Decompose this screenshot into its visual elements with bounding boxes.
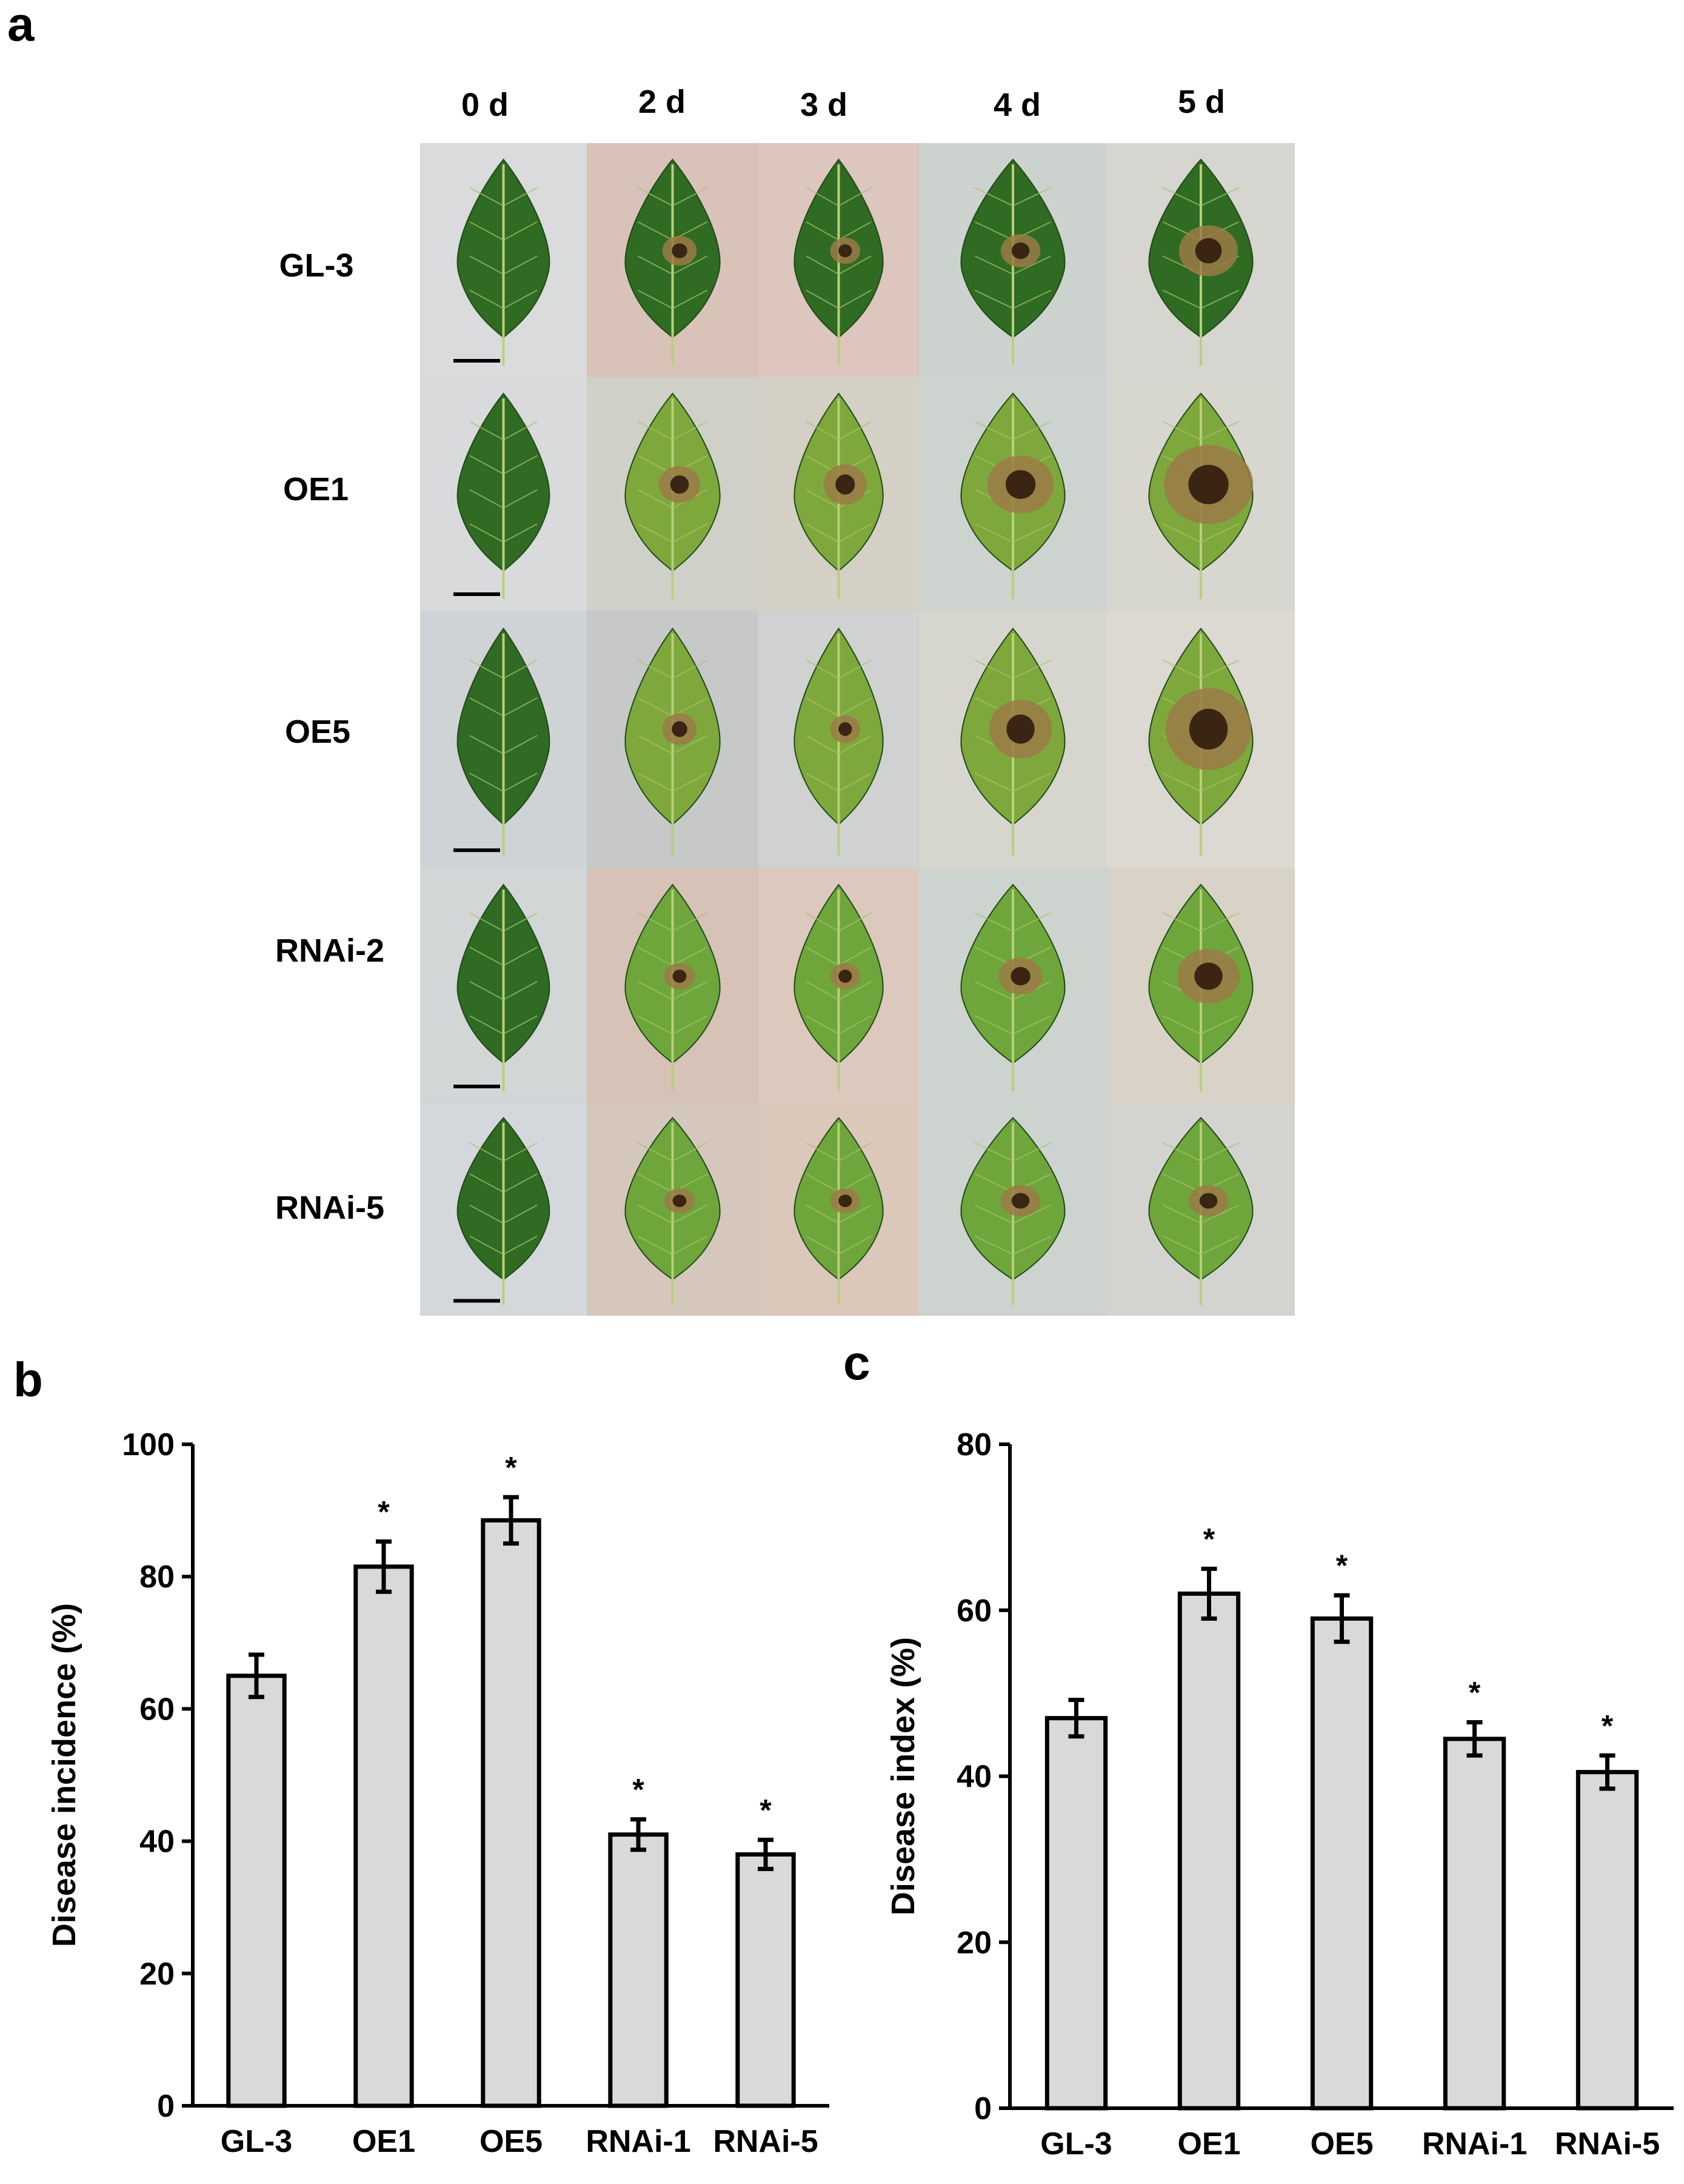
y-axis-label: Disease incidence (%) <box>46 1603 82 1947</box>
leaf-shape <box>456 158 550 366</box>
bar-gl-3 <box>1044 1716 1108 2111</box>
x-tick-label: RNAi-5 <box>1555 2126 1660 2162</box>
leaf-photo-oe5-5d <box>1107 611 1295 868</box>
leaf-shape <box>456 392 550 599</box>
panel-letter-b: b <box>13 1353 43 1407</box>
bar-oe5 <box>1310 1616 1374 2111</box>
column-header-3d: 3 d <box>800 87 848 123</box>
leaf-photo-rnai-2-0d <box>420 868 587 1103</box>
leaf-photo-gl-3-5d <box>1107 143 1295 377</box>
y-tick-label: 100 <box>122 1427 175 1462</box>
y-tick-label: 40 <box>957 1760 992 1795</box>
y-tick-label: 60 <box>139 1692 175 1727</box>
x-tick-label: OE1 <box>1177 2126 1240 2162</box>
leaf-photo-oe5-3d <box>758 611 919 868</box>
x-tick-label: OE1 <box>352 2124 415 2159</box>
leaf-photo-gl-3-3d <box>758 143 919 377</box>
row-label-rnai-5: RNAi-5 <box>275 1190 385 1226</box>
x-tick-label: GL-3 <box>221 2124 292 2159</box>
leaf-photo-rnai-2-4d <box>919 868 1107 1103</box>
significance-marker: * <box>1336 1549 1348 1583</box>
bar-oe1 <box>353 1564 414 2108</box>
column-header-5d: 5 d <box>1177 84 1226 120</box>
x-tick-label: OE5 <box>479 2124 543 2159</box>
leaf-photo-oe1-2d <box>587 377 758 611</box>
x-tick-label: RNAi-1 <box>1422 2126 1527 2162</box>
leaf-shape <box>456 1117 550 1305</box>
leaf-photo-rnai-2-5d <box>1107 868 1295 1103</box>
x-tick-label: RNAi-5 <box>713 2124 818 2159</box>
leaf-photo-rnai-5-0d <box>420 1103 587 1316</box>
column-header-0d: 0 d <box>461 87 509 123</box>
row-label-gl-3: GL-3 <box>279 247 354 284</box>
panel-letter-c: c <box>843 1336 870 1390</box>
significance-marker: * <box>378 1495 390 1529</box>
y-axis-label: Disease index (%) <box>885 1637 921 1915</box>
y-tick-label: 60 <box>957 1593 992 1629</box>
x-tick-label: OE5 <box>1310 2126 1373 2162</box>
bar-rnai-5 <box>1575 1770 1639 2111</box>
y-tick-label: 0 <box>157 2089 175 2124</box>
leaf-photo-rnai-5-2d <box>587 1103 758 1316</box>
significance-marker: * <box>505 1450 517 1484</box>
bar-rnai-1 <box>608 1832 669 2108</box>
significance-marker: * <box>1203 1522 1215 1556</box>
leaf-photo-oe1-5d <box>1107 377 1295 611</box>
significance-marker: * <box>760 1793 772 1827</box>
row-label-oe5: OE5 <box>284 714 351 750</box>
leaf-photo-oe1-0d <box>420 377 587 611</box>
leaf-photo-oe5-2d <box>587 611 758 868</box>
leaf-photo-panel: 0 d 2 d 3 d 4 d 5 d GL-3 OE1 OE5 RNAi-2 … <box>275 84 1295 1316</box>
y-tick-label: 80 <box>139 1559 175 1595</box>
leaf-photo-oe5-0d <box>420 611 587 868</box>
disease-index-chart-svg: 0 20 40 60 80 GL-3 * OE1 * OE5 * RNAi-1 * RNAi-5 Disea… <box>885 1427 1674 2162</box>
leaf-photo-oe5-4d <box>919 611 1107 868</box>
leaf-shape <box>456 883 550 1091</box>
leaf-photo-gl-3-2d <box>587 143 758 377</box>
leaf-photo-gl-3-0d <box>420 143 587 377</box>
significance-marker: * <box>632 1773 644 1807</box>
leaf-photo-rnai-5-4d <box>919 1103 1107 1316</box>
row-label-oe1: OE1 <box>282 471 349 507</box>
panel-letter-a: a <box>7 0 35 51</box>
leaf-photo-rnai-5-3d <box>758 1103 919 1316</box>
leaf-shape <box>456 628 550 856</box>
y-tick-label: 80 <box>957 1427 992 1462</box>
y-tick-label: 40 <box>139 1824 175 1860</box>
bar-oe1 <box>1177 1591 1241 2111</box>
disease-index-chart: 0 20 40 60 80 GL-3 * OE1 * OE5 * RNAi-1 * RNAi-5 Disea… <box>842 1413 1684 2184</box>
disease-incidence-chart: 0 20 40 60 80 100 GL-3 * OE1 * OE5 * RNAi-1 * RNAi-5 Di… <box>0 1413 842 2184</box>
row-label-rnai-2: RNAi-2 <box>275 933 385 969</box>
bar-gl-3 <box>226 1673 287 2108</box>
disease-incidence-chart-svg: 0 20 40 60 80 100 GL-3 * OE1 * OE5 * RNAi-1 * RNAi-5 Di… <box>46 1427 829 2159</box>
column-header-2d: 2 d <box>638 84 686 120</box>
significance-marker: * <box>1602 1709 1614 1743</box>
leaf-photo-rnai-2-3d <box>758 868 919 1103</box>
leaf-photo-rnai-5-5d <box>1107 1103 1295 1316</box>
x-tick-label: GL-3 <box>1040 2126 1112 2162</box>
leaf-photo-oe1-3d <box>758 377 919 611</box>
leaf-photo-gl-3-4d <box>919 143 1107 377</box>
y-tick-label: 0 <box>974 2091 992 2126</box>
x-tick-label: RNAi-1 <box>586 2124 690 2159</box>
bar-rnai-5 <box>735 1852 796 2108</box>
y-tick-label: 20 <box>139 1957 175 1992</box>
bar-oe5 <box>481 1518 541 2108</box>
bar-rnai-1 <box>1443 1737 1506 2111</box>
significance-marker: * <box>1469 1676 1481 1710</box>
leaf-photo-rnai-2-2d <box>587 868 758 1103</box>
leaf-photo-grid <box>420 143 1295 1316</box>
column-header-4d: 4 d <box>993 87 1041 123</box>
leaf-photo-oe1-4d <box>919 377 1107 611</box>
y-tick-label: 20 <box>957 1925 992 1960</box>
